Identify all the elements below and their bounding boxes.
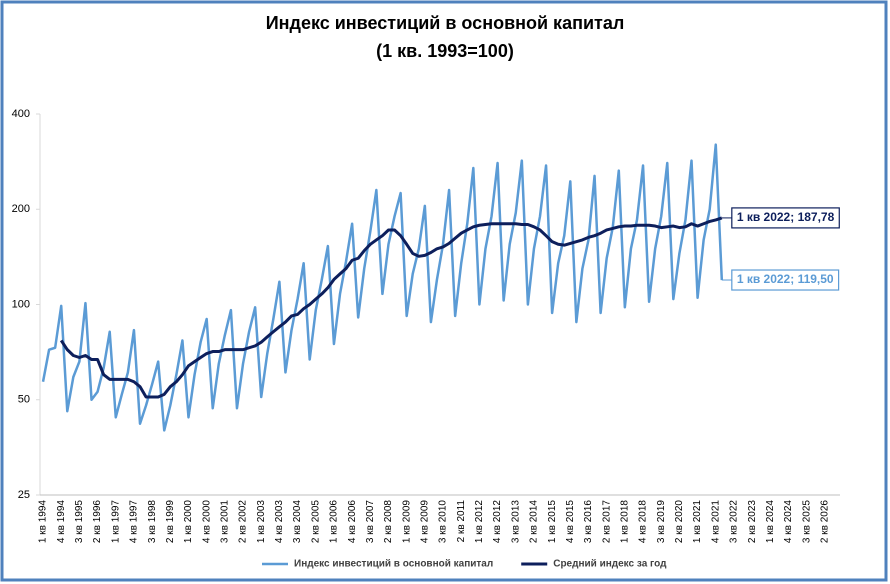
chart-title: Индекс инвестиций в основной капитал bbox=[266, 13, 625, 33]
x-tick-label: 3 кв 2013 bbox=[510, 500, 521, 543]
data-label: 1 кв 2022; 187,78 bbox=[737, 210, 835, 224]
x-tick-label: 4 кв 2021 bbox=[710, 500, 721, 543]
x-tick-label: 1 кв 2021 bbox=[692, 500, 703, 543]
y-tick-label: 200 bbox=[12, 203, 30, 215]
series-line bbox=[59, 216, 723, 399]
x-tick-label: 3 кв 2010 bbox=[438, 500, 449, 543]
x-tick-label: 4 кв 1994 bbox=[56, 500, 67, 543]
x-tick-label: 3 кв 2001 bbox=[219, 500, 230, 543]
x-tick-label: 3 кв 2004 bbox=[292, 500, 303, 543]
x-tick-label: 2 кв 2017 bbox=[601, 500, 612, 543]
x-tick-label: 1 кв 2024 bbox=[765, 500, 776, 543]
x-tick-label: 1 кв 2009 bbox=[401, 500, 412, 543]
x-tick-label: 1 кв 2018 bbox=[619, 500, 630, 543]
x-tick-label: 2 кв 2020 bbox=[674, 500, 685, 543]
callout-box bbox=[731, 269, 840, 291]
x-tick-label: 2 кв 2014 bbox=[529, 500, 540, 543]
x-tick-label: 1 кв 2006 bbox=[329, 500, 340, 543]
legend-label: Индекс инвестиций в основной капитал bbox=[294, 559, 493, 570]
legend-label: Средний индекс за год bbox=[553, 559, 667, 570]
x-tick-label: 2 кв 2026 bbox=[819, 500, 830, 543]
x-tick-label: 1 кв 1994 bbox=[38, 500, 49, 543]
series-line bbox=[41, 143, 724, 432]
x-tick-label: 1 кв 2000 bbox=[183, 500, 194, 543]
x-tick-label: 1 кв 2003 bbox=[256, 500, 267, 543]
x-tick-label: 2 кв 2023 bbox=[747, 500, 758, 543]
x-tick-label: 4 кв 2009 bbox=[419, 500, 430, 543]
y-tick-label: 400 bbox=[12, 108, 30, 120]
x-tick-label: 3 кв 2025 bbox=[801, 500, 812, 543]
x-tick-label: 2 кв 2005 bbox=[310, 500, 321, 543]
x-tick-label: 3 кв 2022 bbox=[729, 500, 740, 543]
x-tick-label: 3 кв 2019 bbox=[656, 500, 667, 543]
x-tick-label: 2 кв 2011 bbox=[456, 500, 467, 543]
callout: 1 кв 2022; 119,50 bbox=[721, 269, 840, 291]
x-tick-label: 4 кв 2006 bbox=[347, 500, 358, 543]
x-tick-label: 4 кв 2003 bbox=[274, 500, 285, 543]
x-tick-label: 2 кв 1999 bbox=[165, 500, 176, 543]
x-tick-label: 4 кв 2015 bbox=[565, 500, 576, 543]
x-tick-label: 1 кв 1997 bbox=[110, 500, 121, 543]
legend: Индекс инвестиций в основной капитал Сред… bbox=[262, 559, 667, 570]
x-tick-label: 3 кв 2007 bbox=[365, 500, 376, 543]
x-tick-label: 2 кв 2002 bbox=[238, 500, 249, 543]
x-tick-label: 4 кв 2000 bbox=[201, 500, 212, 543]
x-tick-label: 4 кв 2024 bbox=[783, 500, 794, 543]
x-tick-label: 1 кв 2012 bbox=[474, 500, 485, 543]
x-tick-label: 4 кв 2012 bbox=[492, 500, 503, 543]
x-tick-label: 4 кв 1997 bbox=[129, 500, 140, 543]
x-tick-label: 3 кв 1998 bbox=[147, 500, 158, 543]
x-tick-label: 3 кв 1995 bbox=[74, 500, 85, 543]
x-tick-label: 4 кв 2018 bbox=[638, 500, 649, 543]
data-label: 1 кв 2022; 119,50 bbox=[737, 272, 834, 286]
y-tick-label: 100 bbox=[12, 298, 30, 310]
x-tick-label: 3 кв 2016 bbox=[583, 500, 594, 543]
callout-box bbox=[731, 207, 840, 229]
x-tick-label: 2 кв 2008 bbox=[383, 500, 394, 543]
chart-subtitle: (1 кв. 1993=100) bbox=[376, 41, 514, 61]
callout: 1 кв 2022; 187,78 bbox=[721, 207, 840, 229]
x-tick-label: 2 кв 1996 bbox=[92, 500, 103, 543]
y-tick-label: 25 bbox=[18, 489, 30, 501]
y-tick-label: 50 bbox=[18, 394, 30, 406]
x-tick-label: 1 кв 2015 bbox=[547, 500, 558, 543]
